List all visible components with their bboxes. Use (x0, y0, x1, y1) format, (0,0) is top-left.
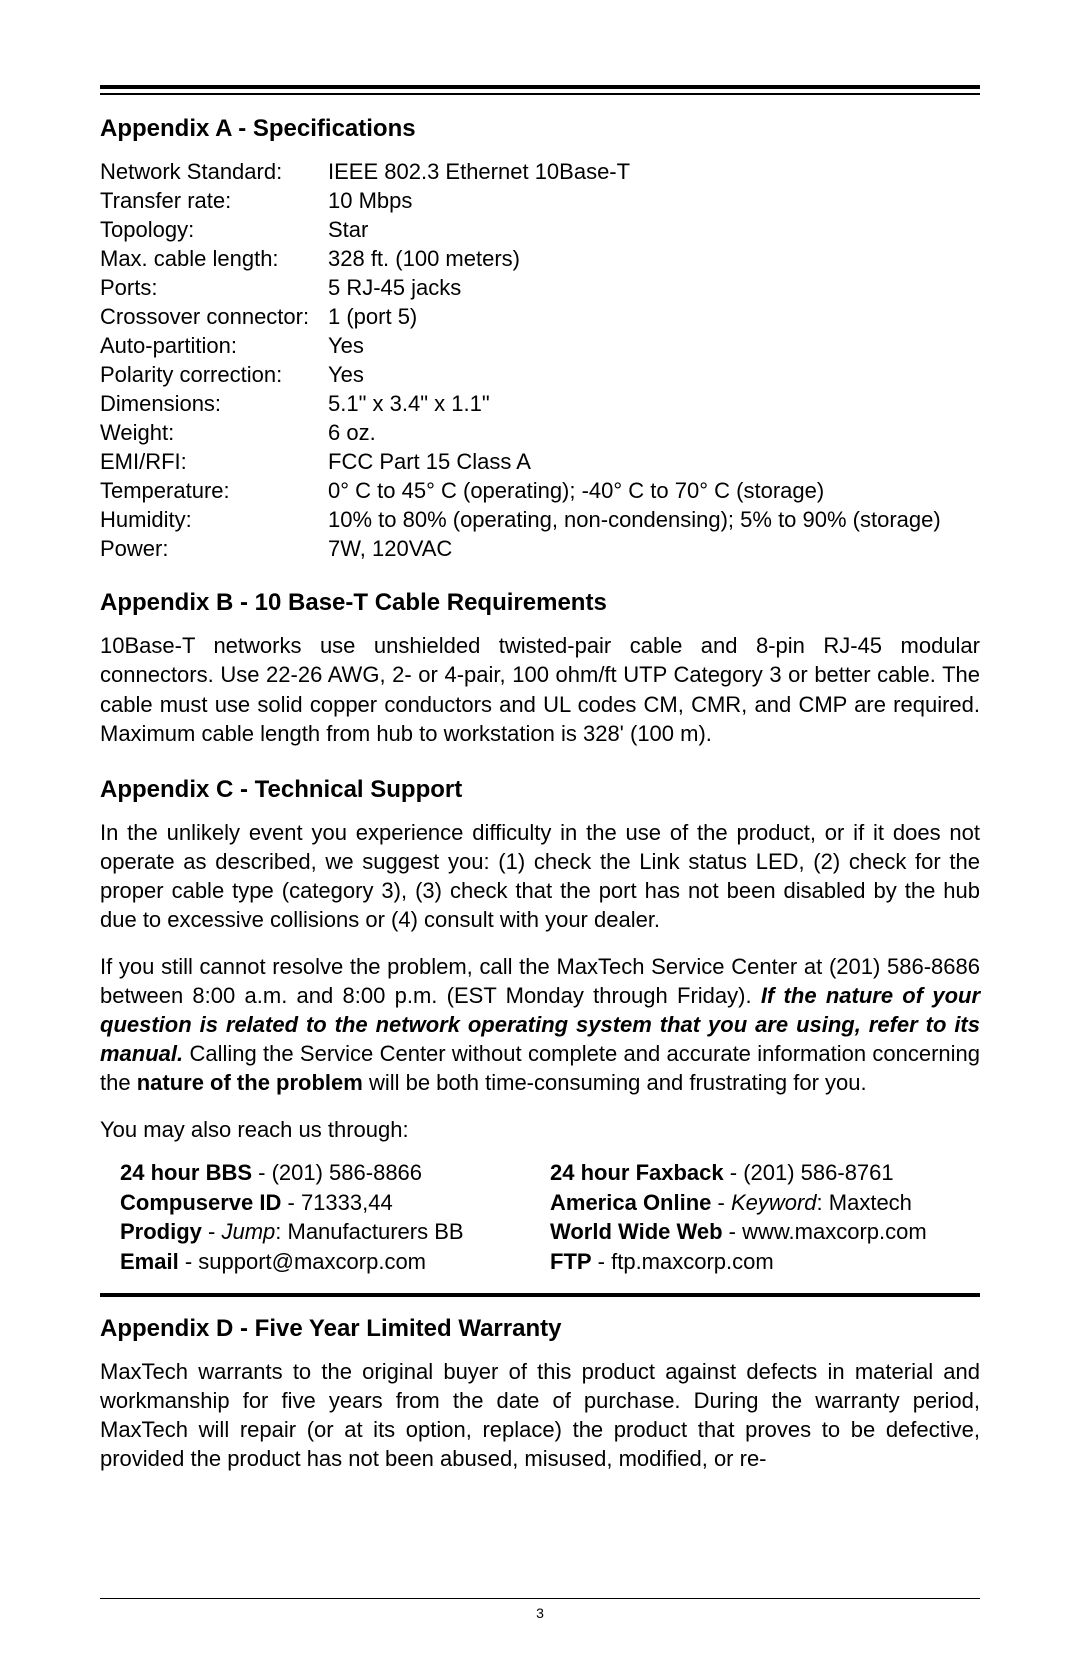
spec-row: Auto-partition:Yes (100, 331, 980, 360)
contact-ftp: FTP - ftp.maxcorp.com (550, 1247, 980, 1277)
spec-row: Network Standard:IEEE 802.3 Ethernet 10B… (100, 157, 980, 186)
spec-row: Ports:5 RJ-45 jacks (100, 273, 980, 302)
appendix-c-heading: Appendix C - Technical Support (100, 776, 980, 804)
spec-label: Topology: (100, 215, 328, 244)
contact-list: 24 hour BBS - (201) 586-8866 24 hour Fax… (100, 1158, 980, 1277)
spec-label: Auto-partition: (100, 331, 328, 360)
appendix-c-para1: In the unlikely event you experience dif… (100, 818, 980, 934)
contact-compuserve: Compuserve ID - 71333,44 (120, 1188, 550, 1218)
appendix-a-heading: Appendix A - Specifications (100, 115, 980, 143)
spec-label: Crossover connector: (100, 302, 328, 331)
specifications-table: Network Standard:IEEE 802.3 Ethernet 10B… (100, 157, 980, 563)
spec-label: Transfer rate: (100, 186, 328, 215)
page-number: 3 (0, 1605, 1080, 1621)
spec-row: Transfer rate:10 Mbps (100, 186, 980, 215)
spec-value: Yes (328, 331, 980, 360)
spec-label: Max. cable length: (100, 244, 328, 273)
section-divider-rule (100, 1293, 980, 1297)
spec-value: 5.1" x 3.4" x 1.1" (328, 389, 980, 418)
spec-label: Network Standard: (100, 157, 328, 186)
spec-value: 0° C to 45° C (operating); -40° C to 70°… (328, 476, 980, 505)
spec-label: Polarity correction: (100, 360, 328, 389)
appendix-d-heading: Appendix D - Five Year Limited Warranty (100, 1315, 980, 1343)
spec-value: 10% to 80% (operating, non-condensing); … (328, 505, 980, 534)
spec-value: 1 (port 5) (328, 302, 980, 331)
spec-label: Temperature: (100, 476, 328, 505)
spec-label: Power: (100, 534, 328, 563)
contact-aol: America Online - Keyword: Maxtech (550, 1188, 980, 1218)
spec-value: 328 ft. (100 meters) (328, 244, 980, 273)
spec-value: 10 Mbps (328, 186, 980, 215)
appendix-c-para3: You may also reach us through: (100, 1115, 980, 1144)
spec-value: 5 RJ-45 jacks (328, 273, 980, 302)
spec-row: Crossover connector:1 (port 5) (100, 302, 980, 331)
spec-row: Temperature:0° C to 45° C (operating); -… (100, 476, 980, 505)
appendix-b-text: 10Base-T networks use unshielded twisted… (100, 631, 980, 747)
appendix-b-heading: Appendix B - 10 Base-T Cable Requirement… (100, 589, 980, 617)
spec-row: Topology:Star (100, 215, 980, 244)
appendix-d-text: MaxTech warrants to the original buyer o… (100, 1357, 980, 1473)
spec-value: 6 oz. (328, 418, 980, 447)
appendix-c-para2: If you still cannot resolve the problem,… (100, 952, 980, 1097)
spec-row: Power:7W, 120VAC (100, 534, 980, 563)
spec-value: 7W, 120VAC (328, 534, 980, 563)
spec-value: Yes (328, 360, 980, 389)
contact-faxback: 24 hour Faxback - (201) 586-8761 (550, 1158, 980, 1188)
spec-row: Dimensions:5.1" x 3.4" x 1.1" (100, 389, 980, 418)
spec-row: EMI/RFI:FCC Part 15 Class A (100, 447, 980, 476)
spec-value: FCC Part 15 Class A (328, 447, 980, 476)
spec-row: Weight:6 oz. (100, 418, 980, 447)
spec-row: Polarity correction:Yes (100, 360, 980, 389)
footer-rule (100, 1598, 980, 1599)
spec-row: Humidity:10% to 80% (operating, non-cond… (100, 505, 980, 534)
spec-label: Weight: (100, 418, 328, 447)
spec-value: Star (328, 215, 980, 244)
contact-www: World Wide Web - www.maxcorp.com (550, 1217, 980, 1247)
contact-prodigy: Prodigy - Jump: Manufacturers BB (120, 1217, 550, 1247)
spec-row: Max. cable length:328 ft. (100 meters) (100, 244, 980, 273)
top-double-rule (100, 85, 980, 95)
spec-label: Dimensions: (100, 389, 328, 418)
contact-email: Email - support@maxcorp.com (120, 1247, 550, 1277)
contact-bbs: 24 hour BBS - (201) 586-8866 (120, 1158, 550, 1188)
spec-label: Ports: (100, 273, 328, 302)
spec-label: Humidity: (100, 505, 328, 534)
spec-value: IEEE 802.3 Ethernet 10Base-T (328, 157, 980, 186)
spec-label: EMI/RFI: (100, 447, 328, 476)
